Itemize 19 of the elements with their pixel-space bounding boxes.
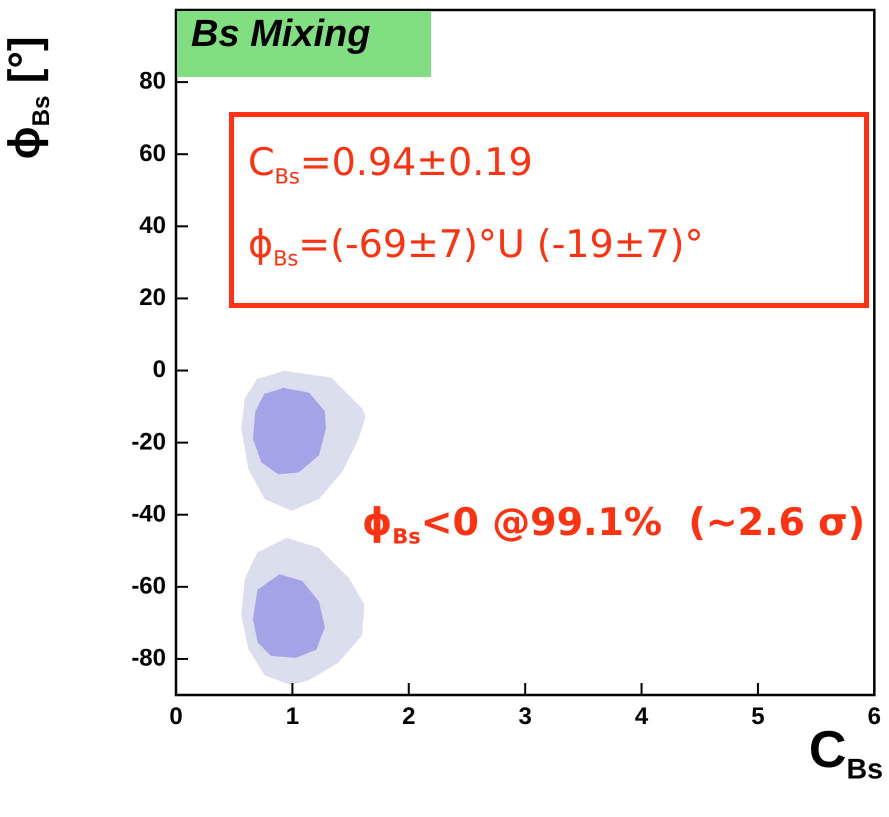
x-tick-label: 1 bbox=[286, 703, 300, 730]
x-tick-label: 5 bbox=[751, 703, 765, 730]
y-tick-label: 60 bbox=[139, 140, 166, 167]
x-tick-label: 2 bbox=[402, 703, 416, 730]
y-tick-label: -80 bbox=[131, 644, 166, 672]
annotation: ϕ$_{Bs}$<0 @99.1% (~2.6 σ) bbox=[362, 500, 866, 549]
y-tick-label: 40 bbox=[139, 212, 166, 239]
chart-title: Bs Mixing bbox=[177, 11, 431, 77]
x-tick-label: 3 bbox=[518, 703, 532, 730]
y-tick-label: -20 bbox=[131, 428, 166, 456]
y-tick-label: 20 bbox=[139, 284, 166, 312]
annotation: C$_{Bs}$=0.94±0.19 bbox=[248, 140, 533, 189]
y-tick-label: -40 bbox=[131, 500, 166, 528]
annotation: ϕ$_{Bs}$=(-69±7)°U (-19±7)° bbox=[248, 222, 704, 271]
x-tick-label: 0 bbox=[169, 703, 183, 730]
y-tick-label: 80 bbox=[139, 68, 166, 95]
x-tick-label: 4 bbox=[634, 703, 649, 730]
y-tick-label: -60 bbox=[131, 572, 166, 600]
y-tick-label: 0 bbox=[152, 356, 166, 384]
